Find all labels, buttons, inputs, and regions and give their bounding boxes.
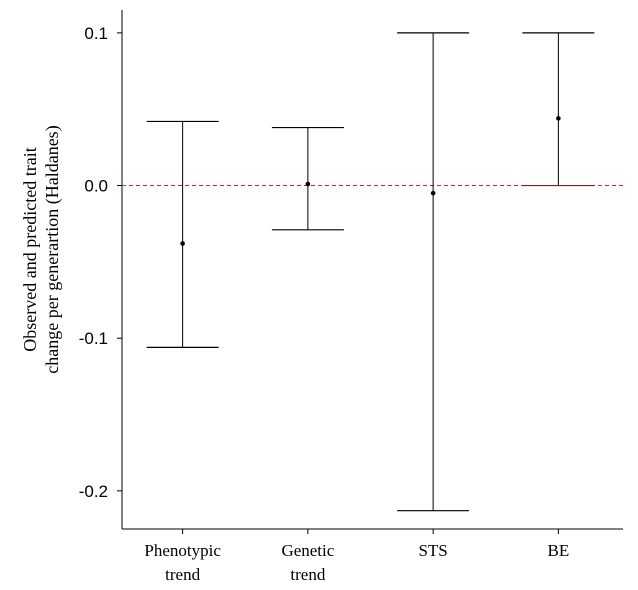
x-tick-label: Phenotypic trend bbox=[144, 541, 221, 584]
plot-frame bbox=[121, 10, 623, 530]
x-tick-label-line: Phenotypic bbox=[144, 541, 221, 560]
y-axis-title-line: change per generartion (Haldanes) bbox=[42, 125, 63, 373]
y-tick-label: -0.1 bbox=[79, 329, 108, 348]
x-axis: Phenotypic trend Genetic trend STS BE bbox=[144, 529, 569, 584]
y-tick-label: 0.1 bbox=[84, 24, 108, 43]
x-tick-label: STS bbox=[418, 541, 447, 560]
y-tick-label: -0.2 bbox=[79, 482, 108, 501]
x-tick-label-line: STS bbox=[418, 541, 447, 560]
x-tick-label-line: BE bbox=[548, 541, 570, 560]
data-point bbox=[180, 241, 185, 246]
data-point bbox=[430, 190, 436, 196]
data-point bbox=[556, 116, 561, 121]
y-axis-title: Observed and predicted trait change per g… bbox=[20, 125, 63, 373]
x-tick-label-line: trend bbox=[290, 565, 325, 584]
x-tick-label: Genetic trend bbox=[281, 541, 334, 584]
y-axis: 0.1 0.0 -0.1 -0.2 bbox=[79, 24, 122, 501]
y-tick-label: 0.0 bbox=[84, 177, 108, 196]
y-axis-title-text: Observed and predicted trait change per g… bbox=[20, 125, 63, 373]
y-axis-title-line: Observed and predicted trait bbox=[20, 147, 40, 351]
error-bar-series bbox=[146, 32, 595, 512]
data-point bbox=[305, 181, 311, 187]
x-tick-label: BE bbox=[548, 541, 570, 560]
x-tick-label-line: Genetic bbox=[281, 541, 334, 560]
x-tick-label-line: trend bbox=[165, 565, 200, 584]
